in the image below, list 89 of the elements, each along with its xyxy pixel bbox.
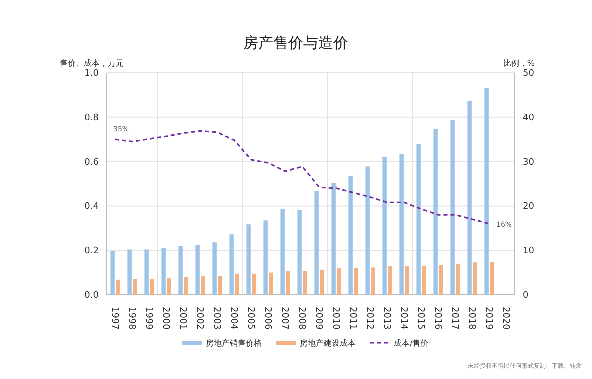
x-tick-label: 2009 [314,307,324,330]
y-tick-label: 0.6 [84,158,100,168]
legend-label: 房地产销售价格 [206,339,262,348]
line-series [114,130,490,225]
bar [280,209,285,295]
bar [439,265,444,295]
y2-axis-title: 比例，% [503,59,536,68]
bar [201,276,206,295]
bar [416,144,421,295]
bar [144,250,149,295]
bar [388,266,392,295]
y2-tick-label: 0 [523,291,529,301]
bar [320,270,324,295]
x-tick-label: 2017 [450,307,460,330]
x-tick-label: 2015 [416,307,426,330]
bar [196,245,200,295]
bar [116,280,120,295]
bar [184,277,188,295]
x-tick-label: 1999 [144,307,154,330]
bar [133,279,138,295]
bar [366,166,370,295]
bar [473,262,478,295]
y-tick-label: 0.0 [84,291,100,301]
y-tick-label: 0.4 [84,202,100,212]
bar [422,266,426,295]
x-tick-label: 2016 [432,307,442,330]
bar [150,279,154,295]
x-tick-label: 2005 [246,307,256,330]
x-tick-label: 2001 [178,307,188,330]
chart-title: 房产售价与造价 [244,34,348,52]
x-tick-label: 2012 [364,307,374,330]
x-tick-label: 2003 [212,307,222,330]
x-tick-label: 2011 [348,307,358,330]
bar [246,224,251,295]
bar [286,271,290,295]
legend-label: 房地产建设成本 [300,339,356,348]
bar [252,274,256,295]
bar [348,176,353,295]
x-tick-label: 2000 [160,307,170,330]
bar [235,274,240,295]
bar [212,242,217,295]
x-tick-label: 2002 [194,307,204,330]
y2-tick-label: 50 [523,69,535,79]
x-tick-label: 2006 [262,307,272,330]
bar [490,262,494,295]
x-tick-label: 2007 [280,307,290,330]
x-tick-label: 2013 [382,307,392,330]
y2-tick-label: 20 [523,202,535,212]
x-tick-label: 1998 [126,307,136,330]
bar [400,154,404,295]
y-axis-title: 售价、成本，万元 [60,59,124,68]
bar [468,100,472,295]
bar [337,268,342,295]
bar [230,234,234,295]
bar [303,271,308,295]
bar [434,128,438,295]
bar [128,250,132,295]
bar [269,272,274,295]
bar [314,191,319,295]
bar [484,88,489,295]
bar [298,210,302,295]
x-tick-label: 2020 [500,307,510,330]
y-tick-label: 1.0 [84,69,100,79]
bar [354,268,358,295]
bar [178,246,183,295]
x-tick-label: 2018 [466,307,476,330]
x-tick-label: 2010 [330,307,340,330]
y2-tick-label: 40 [523,113,535,124]
bar [405,266,410,295]
x-tick-label: 2004 [228,307,238,330]
bar [332,183,336,295]
bar [218,276,222,295]
legend-label: 成本/售价 [394,339,429,348]
x-tick-label: 1997 [110,307,120,330]
bar [382,156,387,295]
bar [264,220,268,295]
bar [110,251,115,295]
x-tick-label: 2008 [296,307,306,330]
x-tick-label: 2014 [398,307,408,330]
bar [162,248,166,295]
y-tick-label: 0.8 [84,113,100,124]
bar [371,268,376,295]
bar [456,264,460,295]
x-tick-label: 2019 [484,307,494,330]
y-tick-label: 0.2 [84,246,99,257]
bar [450,120,455,295]
y2-tick-label: 10 [523,246,535,257]
bar [167,278,172,295]
y2-tick-label: 30 [523,158,535,168]
